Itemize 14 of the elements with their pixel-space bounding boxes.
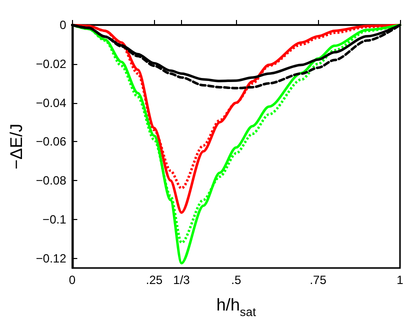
y-tick-label: 0 — [60, 18, 67, 32]
y-tick-label: −0.06 — [36, 134, 67, 149]
y-axis-title: −ΔE/J — [7, 124, 26, 170]
x-tick-label: .75 — [310, 273, 327, 287]
x-tick-label: 1/3 — [173, 273, 190, 287]
y-tick-label: −0.08 — [36, 174, 67, 188]
y-tick-label: −0.04 — [36, 96, 67, 110]
y-tick-label: −0.1 — [42, 212, 67, 226]
x-tick-label: 1 — [396, 273, 404, 287]
x-tick-label: 0 — [68, 273, 76, 287]
y-tick-label: −0.02 — [36, 56, 67, 71]
x-tick-label: .25 — [146, 273, 163, 287]
y-tick-label: −0.12 — [36, 251, 67, 266]
x-tick-label: .5 — [231, 273, 242, 287]
